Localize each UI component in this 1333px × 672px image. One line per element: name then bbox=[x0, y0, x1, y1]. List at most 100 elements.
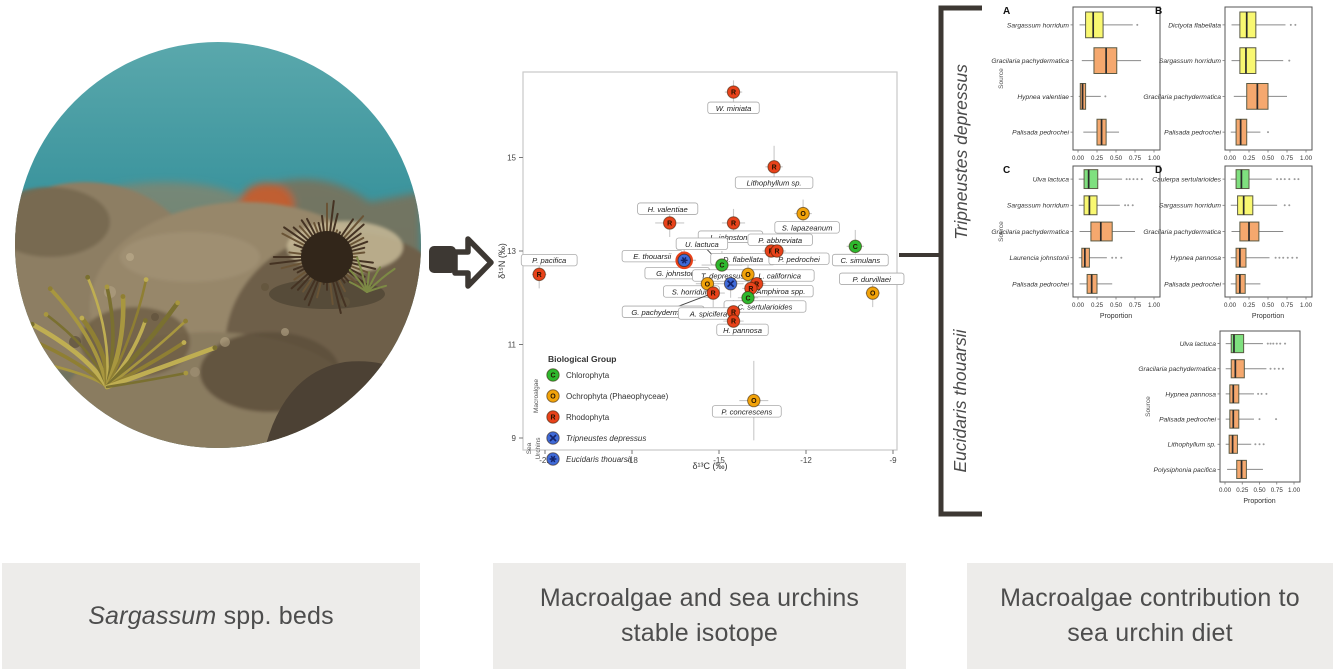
caption2-line1: Macroalgae and sea urchins bbox=[539, 584, 860, 612]
outlier-dot bbox=[1104, 95, 1107, 98]
outlier-dot bbox=[1297, 178, 1300, 181]
boxplot-row-label: Dictyota flabellata bbox=[1168, 22, 1221, 29]
species-label: P. durvillaei bbox=[853, 275, 892, 284]
sargassum-leaf bbox=[175, 300, 181, 306]
point-letter: R bbox=[772, 164, 777, 171]
species-label: G. johnstonii bbox=[656, 269, 699, 278]
panel-letter: C bbox=[1003, 165, 1010, 176]
outlier-dot bbox=[1279, 178, 1282, 181]
sargassum-leaf bbox=[183, 370, 189, 376]
box bbox=[1237, 195, 1254, 216]
species-label: L. californica bbox=[758, 272, 801, 281]
outlier-dot bbox=[1132, 178, 1135, 181]
species-label: H. pannosa bbox=[723, 326, 762, 335]
scatter-point bbox=[866, 286, 880, 300]
urchin-group-label-eucidaris: Eucidaris thouarsii bbox=[950, 328, 970, 472]
box bbox=[1235, 169, 1250, 190]
species-label-box bbox=[839, 272, 905, 285]
green-algae-strand bbox=[366, 267, 396, 293]
outlier-dot bbox=[1262, 443, 1265, 446]
y-tick-label: 11 bbox=[508, 341, 517, 350]
outlier-dot bbox=[1275, 418, 1278, 421]
outlier-dot bbox=[1128, 178, 1131, 181]
sargassum-frond bbox=[29, 322, 110, 390]
species-label-box bbox=[675, 237, 729, 250]
box bbox=[1085, 11, 1104, 39]
y-tick-label: 15 bbox=[507, 154, 516, 163]
panel-letter: B bbox=[1155, 6, 1162, 17]
outlier-dot bbox=[1274, 256, 1277, 259]
outlier-dot bbox=[1272, 342, 1275, 345]
box bbox=[1229, 384, 1240, 404]
caption-text: Sargassum spp. beds bbox=[88, 599, 334, 634]
outlier-dot bbox=[1295, 256, 1298, 259]
outlier-dot bbox=[1136, 178, 1139, 181]
caption-urchin-diet: Macroalgae contribution to sea urchin die… bbox=[967, 563, 1333, 669]
species-label-box bbox=[711, 405, 782, 418]
boxplot-row-label: Polysiphonia pacifica bbox=[1154, 467, 1217, 474]
scatter-point bbox=[726, 314, 741, 328]
x-glyph bbox=[726, 280, 735, 288]
scatter-point bbox=[546, 389, 560, 403]
scatter-point bbox=[747, 393, 761, 408]
point-letter: O bbox=[870, 291, 876, 298]
box bbox=[1229, 409, 1240, 429]
box bbox=[1239, 47, 1257, 74]
point-letter: R bbox=[667, 221, 672, 228]
legend-section-label: Urchins bbox=[535, 437, 542, 460]
x-tick-label: 1.00 bbox=[1288, 487, 1301, 494]
x-tick-label: 0.50 bbox=[1253, 487, 1266, 494]
legend-title: Biological Group bbox=[548, 354, 616, 364]
x-tick-label: -12 bbox=[800, 456, 812, 465]
sargassum-leaf bbox=[120, 294, 126, 299]
outlier-dot bbox=[1282, 256, 1285, 259]
point-letter: R bbox=[550, 415, 555, 422]
overlap-ring bbox=[675, 251, 694, 270]
outlier-dot bbox=[1289, 23, 1292, 26]
outlier-dot bbox=[1269, 367, 1272, 370]
point-letter: C bbox=[853, 244, 858, 251]
x-tick-label: 0.50 bbox=[1262, 155, 1275, 162]
x-tick-label: 0.50 bbox=[1110, 155, 1123, 162]
sargassum-frond bbox=[104, 345, 218, 390]
species-label: T. depressus bbox=[701, 272, 744, 281]
point-letter: R bbox=[731, 221, 736, 228]
outlier-dot bbox=[1275, 342, 1278, 345]
boxplot-row-label: Ulva lactuca bbox=[1180, 341, 1217, 348]
point-letter: O bbox=[550, 394, 556, 401]
x-tick-label: 0.00 bbox=[1072, 302, 1085, 309]
x-axis-title: Proportion bbox=[1252, 313, 1284, 320]
underwater-photo bbox=[15, 42, 421, 448]
sargassum-frond bbox=[104, 300, 180, 390]
box bbox=[1083, 195, 1098, 216]
boxplot-row-label: Sargassum horridum bbox=[1007, 22, 1069, 29]
species-label: P. pacifica bbox=[532, 256, 566, 265]
caption2-line2: stable isotope bbox=[620, 619, 779, 647]
box bbox=[1083, 169, 1099, 190]
outlier-dot bbox=[1288, 178, 1291, 181]
species-label-box bbox=[716, 323, 769, 337]
boxplot-row-label: Sargassum horridum bbox=[1159, 203, 1221, 210]
box bbox=[1230, 359, 1245, 379]
x-tick-label: 0.00 bbox=[1072, 155, 1085, 162]
species-label: E. thouarsii bbox=[633, 252, 671, 261]
x-tick-label: 1.00 bbox=[1300, 155, 1313, 162]
y-axis-title: Source bbox=[998, 221, 1005, 242]
y-tick-label: 13 bbox=[507, 247, 516, 256]
x-tick-label: 1.00 bbox=[1148, 302, 1161, 309]
scatter-point bbox=[726, 216, 741, 230]
boxplot-row-label: Laurencia johnstonii bbox=[1010, 255, 1070, 262]
outlier-dot bbox=[1284, 342, 1287, 345]
star-glyph-center bbox=[551, 457, 555, 461]
outlier-dot bbox=[1288, 204, 1291, 207]
caption1-italic: Sargassum bbox=[88, 601, 217, 630]
x-tick-label: 0.00 bbox=[1224, 302, 1237, 309]
species-label: D. flabellata bbox=[723, 255, 763, 264]
boxplot-row-label: Gracilaria pachydermatica bbox=[991, 58, 1069, 65]
scatter-legend: Biological Group C Chlorophyta O Ochrophyta … bbox=[526, 354, 669, 466]
x-tick-label: 0.00 bbox=[1219, 487, 1232, 494]
point-letter: R bbox=[748, 286, 753, 293]
species-label: H. valentiae bbox=[648, 205, 688, 214]
boxplot-row-label: Gracilaria pachydermatica bbox=[1143, 229, 1221, 236]
